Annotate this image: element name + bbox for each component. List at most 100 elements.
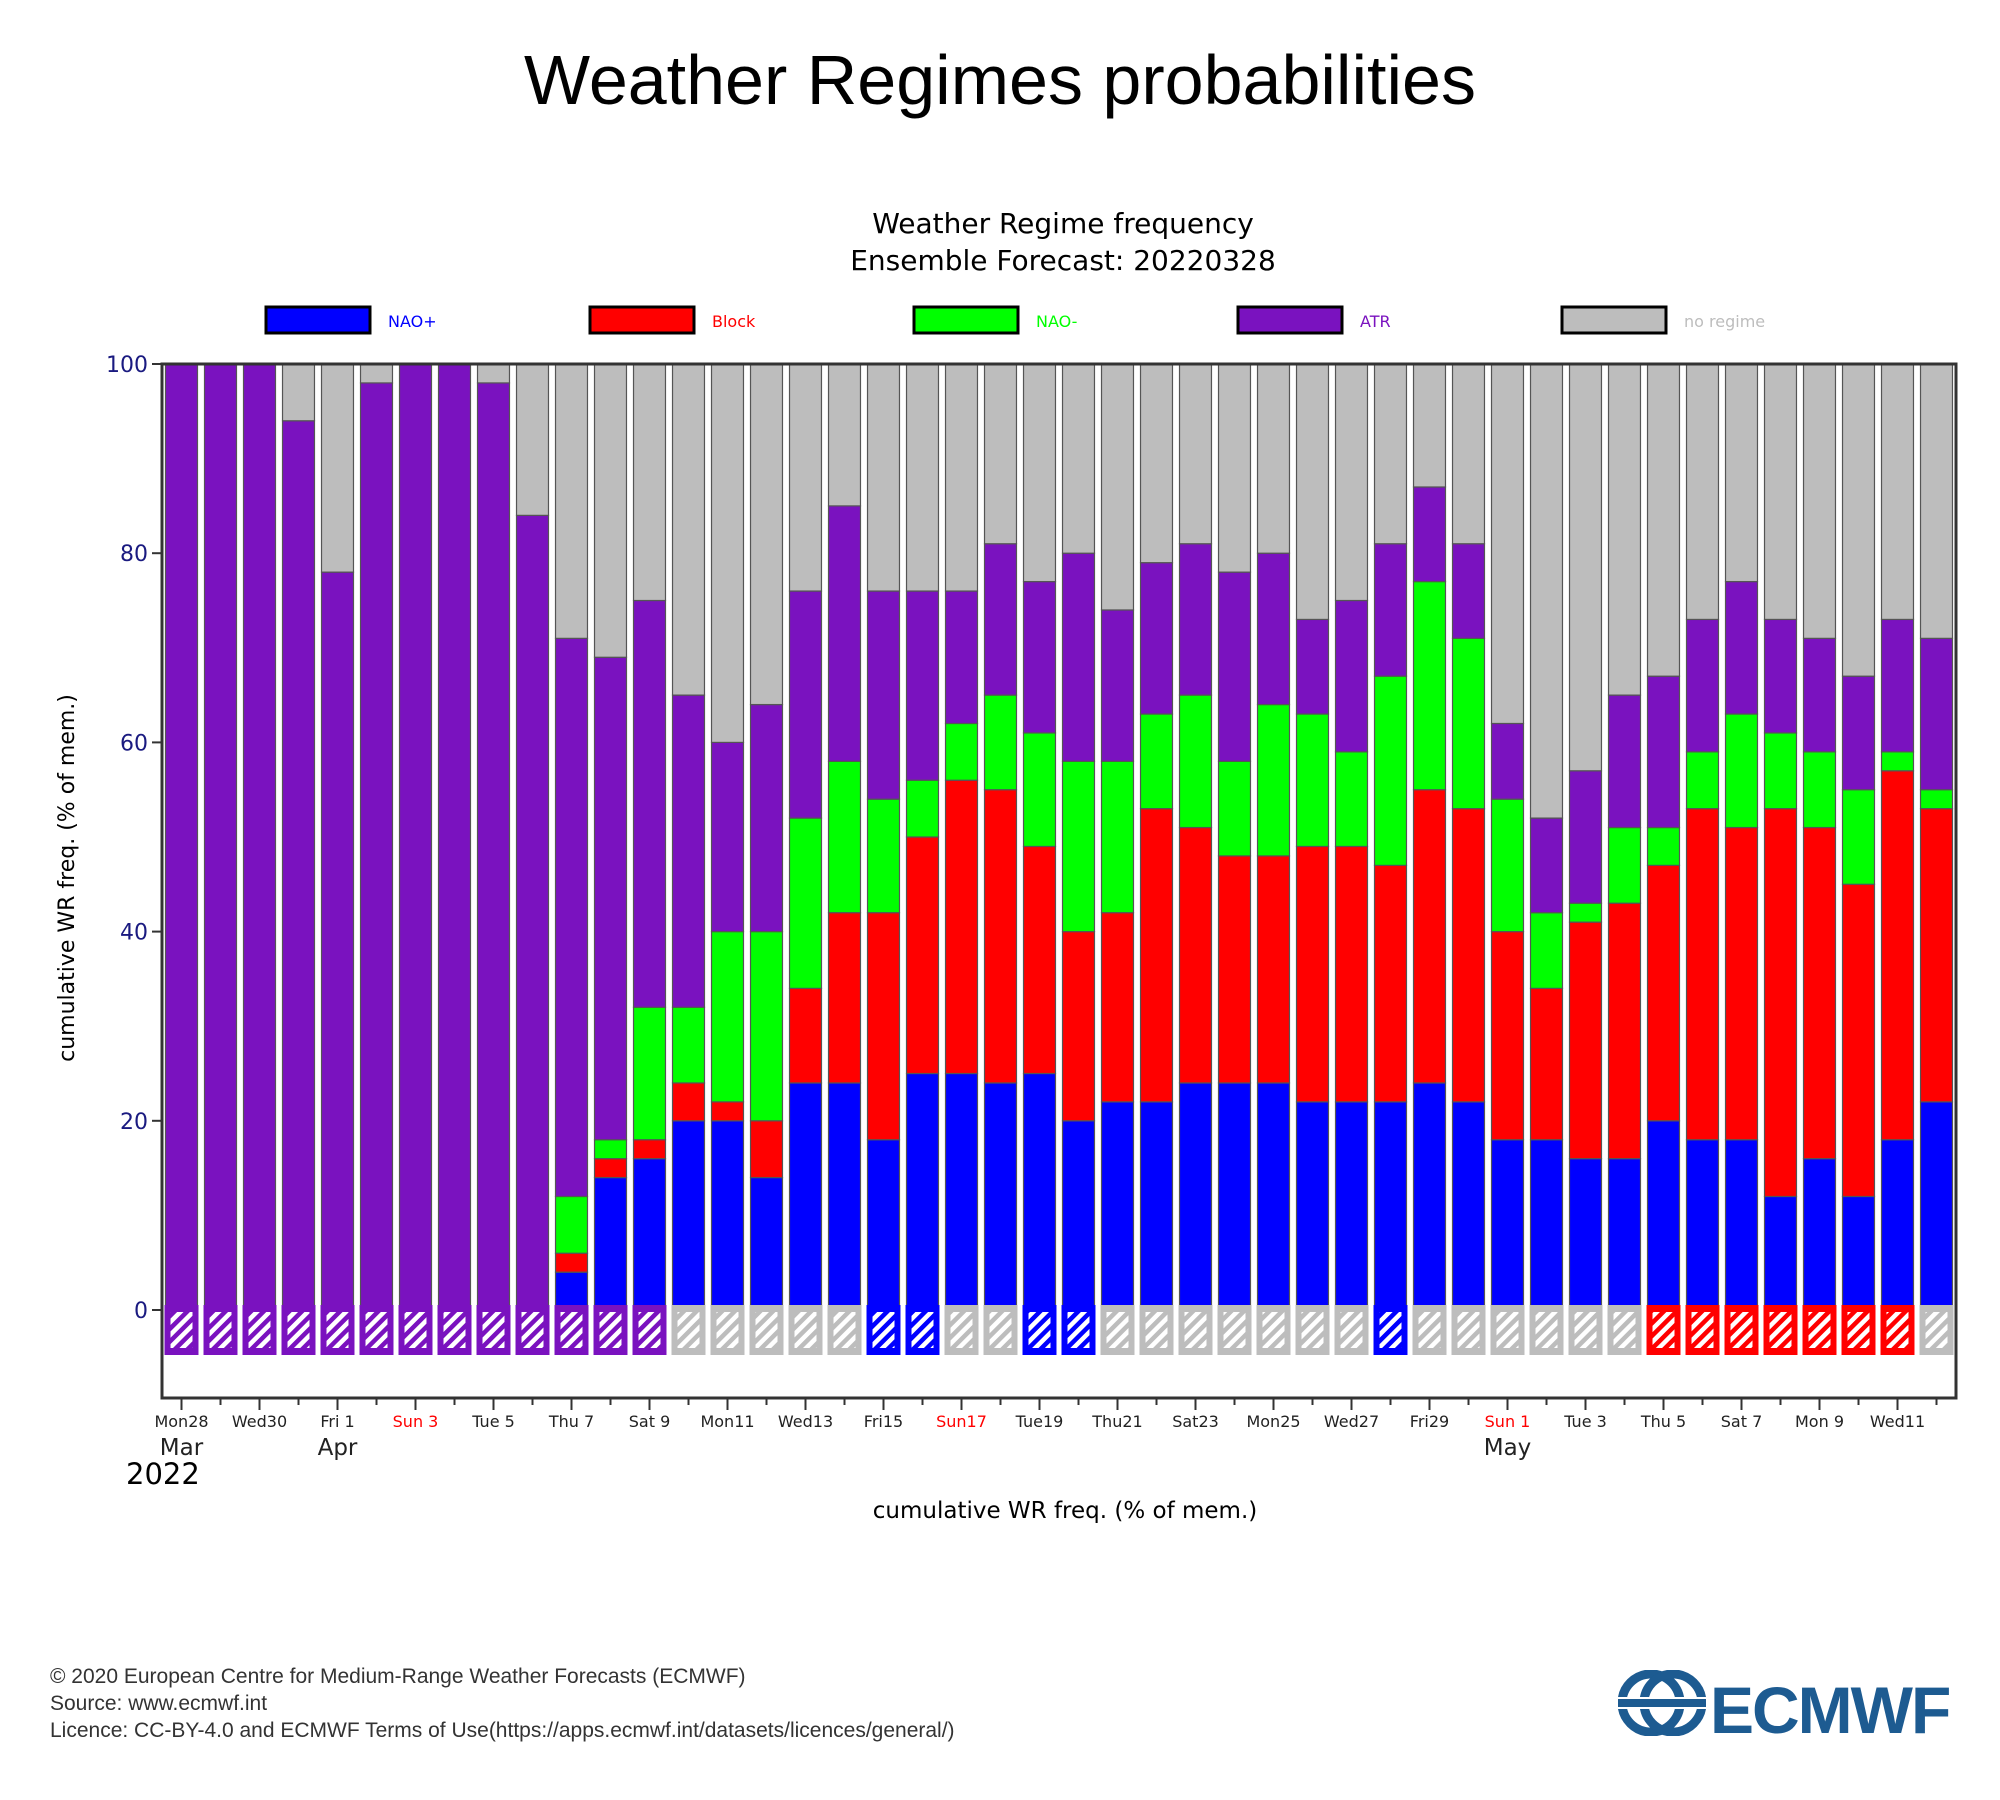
strip-hatch [560, 1312, 583, 1348]
bar-segment [1100, 1101, 1135, 1311]
bar-segment [1724, 713, 1759, 829]
bar-segment [476, 382, 511, 1311]
bar-segment [983, 789, 1018, 1084]
bar-segment [1607, 826, 1642, 904]
bar-segment [1919, 1101, 1954, 1311]
chart-subtitle: Ensemble Forecast: 20220328 [850, 244, 1276, 277]
strip-hatch [1106, 1312, 1129, 1348]
bar-segment [554, 1252, 589, 1273]
y-axis-label: cumulative WR freq. (% of mem.) [55, 694, 80, 1062]
bar-segment [1334, 751, 1369, 848]
bar-segment [671, 363, 706, 696]
bar-segment [1880, 618, 1915, 753]
strip-hatch [1379, 1312, 1402, 1348]
bar-segment [983, 694, 1018, 791]
x-tick-label: Tue 5 [471, 1412, 515, 1431]
bar-segment [905, 1072, 940, 1311]
bar-segment [788, 1082, 823, 1311]
bar-segment [515, 514, 550, 1311]
bar-segment [1529, 1139, 1564, 1311]
ecmwf-logo-icon [1618, 1670, 1706, 1736]
x-tick-label: Thu21 [1091, 1412, 1142, 1431]
strip-hatch [1925, 1312, 1948, 1348]
bar-segment [1802, 751, 1837, 829]
bar-segment [1412, 580, 1447, 791]
bar-segment [1256, 1082, 1291, 1311]
bar-segment [1841, 883, 1876, 1198]
bar-segment [1256, 703, 1291, 857]
y-tick-label: 40 [120, 921, 148, 946]
x-tick-label: Thu 5 [1640, 1412, 1686, 1431]
bar-segment [1451, 808, 1486, 1103]
bar-segment [1178, 826, 1213, 1084]
x-tick-label: Thu 7 [548, 1412, 594, 1431]
bar-segment [749, 930, 784, 1122]
bar-segment [1802, 363, 1837, 639]
legend-swatch [912, 305, 1020, 335]
bar-segment [281, 420, 316, 1311]
strip-hatch [1613, 1312, 1636, 1348]
strip-hatch [1028, 1312, 1051, 1348]
bar-segment [1295, 1101, 1330, 1311]
y-tick-label: 60 [120, 731, 148, 756]
strip-hatch [989, 1312, 1012, 1348]
bar-segment [788, 817, 823, 989]
bar-segment [203, 363, 238, 1311]
x-tick-label: Sat 7 [1721, 1412, 1763, 1431]
bar-segment [1568, 363, 1603, 772]
strip-hatch [404, 1312, 427, 1348]
bar-segment [710, 741, 745, 933]
strip-hatch [443, 1312, 466, 1348]
bar-segment [1061, 1120, 1096, 1311]
bar-segment [749, 363, 784, 706]
bar-segment [1568, 902, 1603, 923]
month-label: Apr [318, 1435, 358, 1461]
bar-segment [1802, 1158, 1837, 1311]
bar-segment [710, 1120, 745, 1311]
bar-segment [1178, 543, 1213, 696]
bar-segment [944, 1072, 979, 1311]
bar-segment [827, 760, 862, 914]
bar-segment [593, 1158, 628, 1179]
bar-segment [1568, 1158, 1603, 1311]
strip-hatch [1067, 1312, 1090, 1348]
bar-segment [1256, 552, 1291, 706]
bar-segment [593, 656, 628, 1141]
x-tick-label: Fri 1 [320, 1412, 354, 1431]
bar-segment [710, 363, 745, 743]
bar-segment [671, 1006, 706, 1084]
ecmwf-logo-text: ECMWF [1710, 1673, 1951, 1747]
strip-hatch [170, 1312, 193, 1348]
bar-segment [1724, 580, 1759, 715]
source-line: Source: www.ecmwf.int [50, 1692, 268, 1715]
bar-segment [1607, 363, 1642, 696]
bar-segment [1178, 363, 1213, 545]
legend-swatch [1560, 305, 1668, 335]
bar-segment [1178, 1082, 1213, 1311]
bar-segment [1841, 1195, 1876, 1311]
bar-segment [944, 590, 979, 725]
bar-segment [983, 363, 1018, 545]
bar-segment [671, 1082, 706, 1122]
bar-segment [554, 637, 589, 1198]
bar-segment [710, 1101, 745, 1122]
bar-segment [1490, 1139, 1525, 1311]
bar-segment [905, 836, 940, 1075]
x-tick-label: Tue 3 [1563, 1412, 1607, 1431]
legend-label: Block [712, 312, 756, 331]
bar-segment [1295, 845, 1330, 1103]
x-tick-label: Sun17 [936, 1412, 987, 1431]
bar-segment [1022, 845, 1057, 1075]
y-tick-label: 0 [134, 1299, 148, 1324]
bar-segment [1451, 363, 1486, 545]
strip-hatch [911, 1312, 934, 1348]
strip-hatch [1301, 1312, 1324, 1348]
bar-segment [788, 987, 823, 1084]
x-tick-label: Wed30 [232, 1412, 287, 1431]
bar-segment [1139, 808, 1174, 1103]
x-tick-label: Fri15 [864, 1412, 903, 1431]
strip-hatch [1535, 1312, 1558, 1348]
bar-segment [866, 590, 901, 800]
page-title: Weather Regimes probabilities [524, 41, 1476, 119]
bar-segment [1373, 363, 1408, 545]
